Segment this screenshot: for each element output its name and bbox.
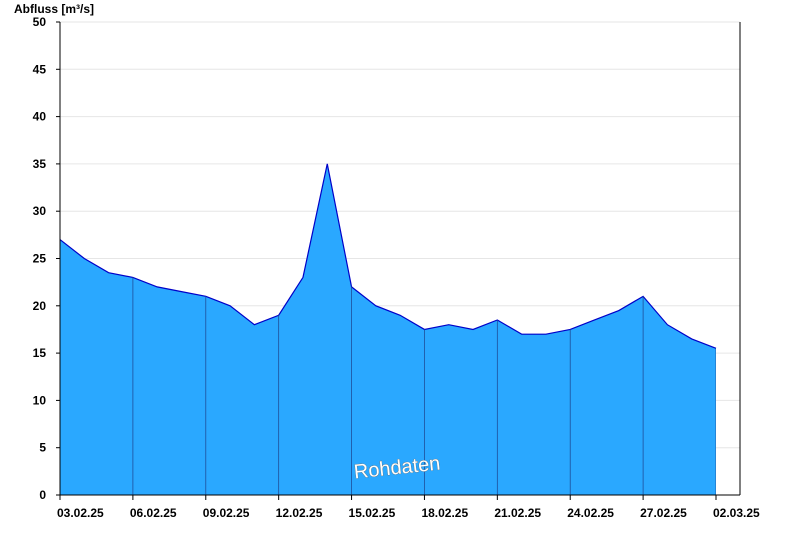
x-tick-label: 06.02.25 <box>130 506 177 520</box>
y-axis-label: Abfluss [m³/s] <box>14 2 94 16</box>
x-tick-label: 03.02.25 <box>57 506 104 520</box>
x-tick-label: 24.02.25 <box>567 506 614 520</box>
y-tick-label: 35 <box>33 157 47 171</box>
x-tick-label: 02.03.25 <box>713 506 760 520</box>
x-tick-label: 27.02.25 <box>640 506 687 520</box>
y-tick-label: 10 <box>33 393 47 407</box>
line <box>59 163 717 349</box>
y-tick-label: 20 <box>33 299 47 313</box>
y-tick-label: 40 <box>33 110 47 124</box>
area <box>60 163 716 495</box>
y-tick-label: 15 <box>33 346 47 360</box>
x-tick-label: 12.02.25 <box>276 506 323 520</box>
x-tick-label: 21.02.25 <box>494 506 541 520</box>
y-tick-label: 0 <box>39 488 46 502</box>
y-tick-label: 45 <box>33 62 47 76</box>
y-tick-label: 25 <box>33 252 47 266</box>
x-tick-label: 18.02.25 <box>421 506 468 520</box>
x-tick-label: 15.02.25 <box>349 506 396 520</box>
y-tick-label: 30 <box>33 204 47 218</box>
y-tick-label: 5 <box>39 441 46 455</box>
y-tick-label: 50 <box>33 15 47 29</box>
x-tick-label: 09.02.25 <box>203 506 250 520</box>
